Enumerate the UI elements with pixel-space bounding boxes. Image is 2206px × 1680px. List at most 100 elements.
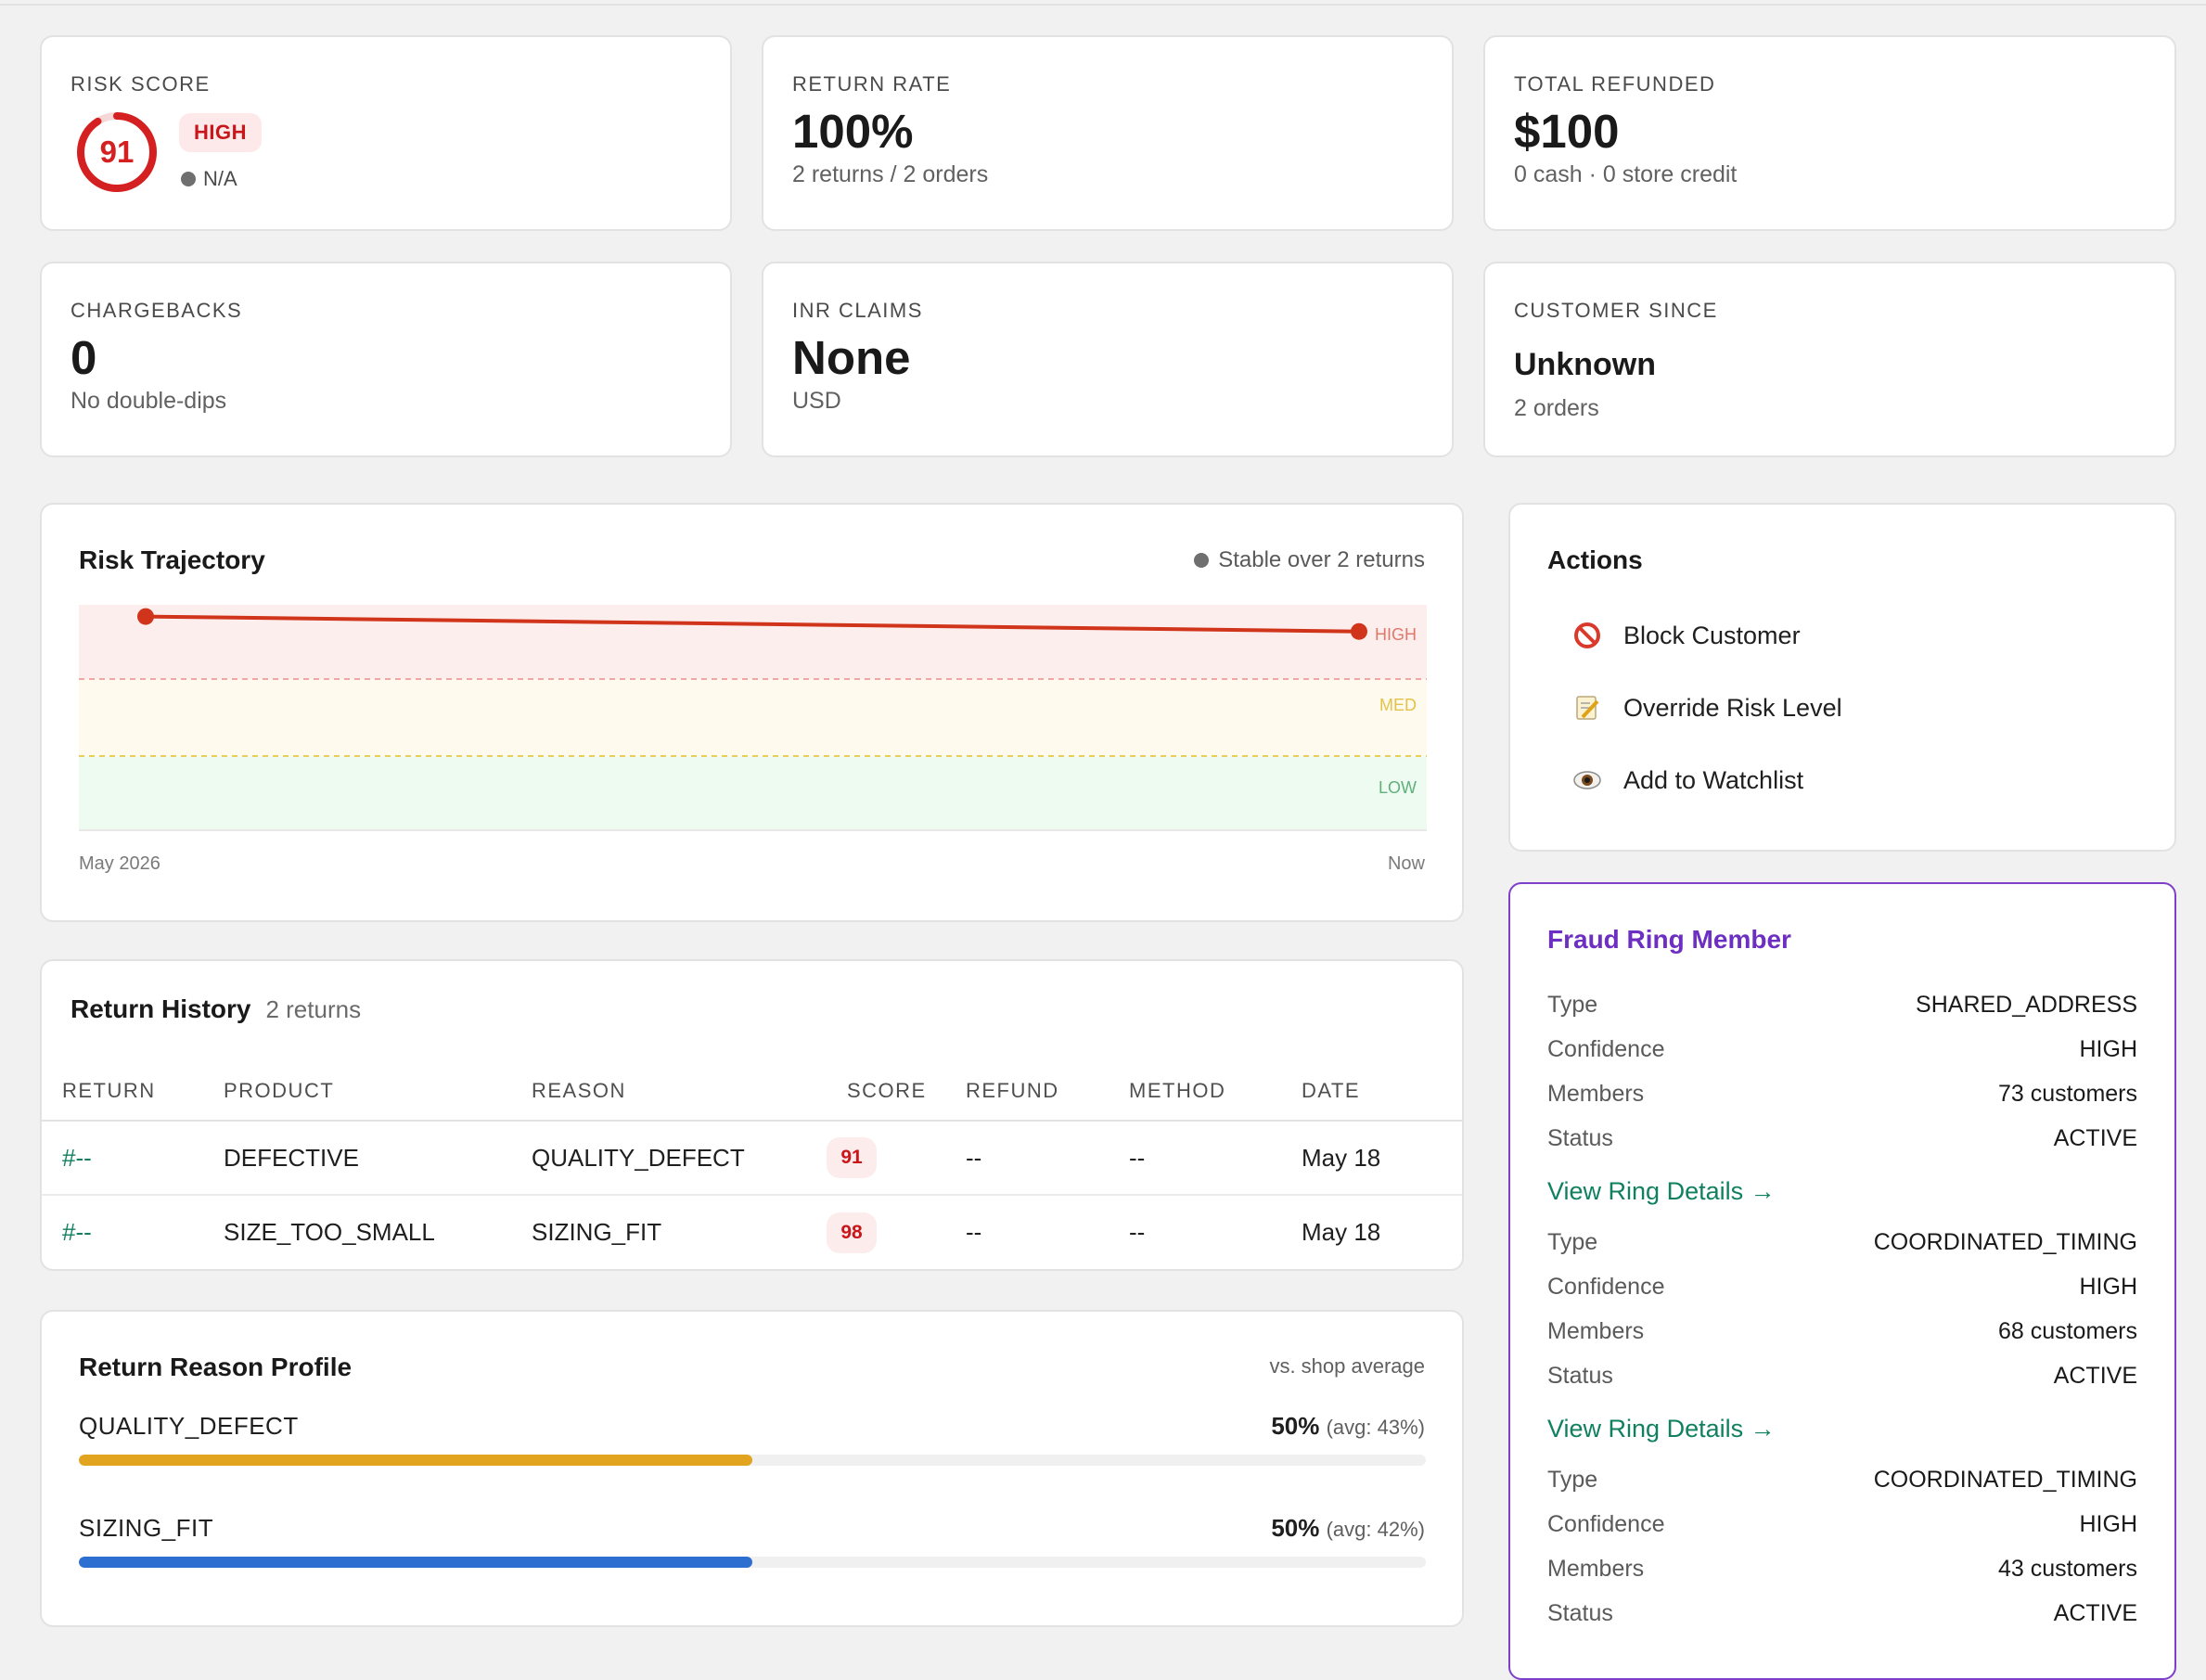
col-score[interactable]: SCORE — [827, 1061, 945, 1122]
risk-trend-label: N/A — [203, 167, 237, 190]
ring-confidence-row: Confidence HIGH — [1547, 1036, 2137, 1063]
actions-card: Actions Block Customer Override Risk Lev… — [1508, 503, 2176, 852]
refund-cell: -- — [966, 1218, 982, 1246]
ring-status-value: ACTIVE — [2053, 1600, 2137, 1626]
ring-type-value: COORDINATED_TIMING — [1873, 1467, 2137, 1493]
product-cell: SIZE_TOO_SMALL — [224, 1218, 435, 1246]
trend-dot-icon — [1194, 553, 1210, 568]
customer-since-value: Unknown — [1514, 347, 1656, 382]
inr-claims-sub: USD — [792, 388, 841, 414]
override-risk-label: Override Risk Level — [1623, 693, 1842, 722]
low-band — [79, 756, 1427, 831]
ring-confidence-key: Confidence — [1547, 1036, 1665, 1062]
return-rate-sub: 2 returns / 2 orders — [792, 161, 989, 187]
total-refunded-label: TOTAL REFUNDED — [1514, 72, 1716, 96]
score-badge: 98 — [827, 1212, 877, 1253]
total-refunded-sub: 0 cash · 0 store credit — [1514, 161, 1738, 187]
ring-status-value: ACTIVE — [2053, 1363, 2137, 1389]
return-id-link[interactable]: #-- — [42, 1121, 203, 1196]
eye-icon — [1571, 764, 1603, 796]
trajectory-note: Stable over 2 returns — [1194, 547, 1425, 573]
reason-average: (avg: 42%) — [1326, 1518, 1425, 1541]
ring-type-key: Type — [1547, 992, 1598, 1018]
x-axis-end-label: Now — [1387, 853, 1425, 874]
ring-members-row: Members 43 customers — [1547, 1556, 2137, 1583]
view-ring-details-link[interactable]: View Ring Details → — [1547, 1415, 1776, 1443]
chargebacks-label: CHARGEBACKS — [71, 299, 243, 322]
return-rate-value: 100% — [792, 105, 914, 158]
ring-status-row: Status ACTIVE — [1547, 1363, 2137, 1390]
ring-confidence-key: Confidence — [1547, 1511, 1665, 1537]
reason-percent-value: 50% — [1271, 1412, 1320, 1440]
table-row[interactable]: #-- DEFECTIVE QUALITY_DEFECT 91 -- -- Ma… — [42, 1121, 1462, 1196]
reason-percent-value: 50% — [1271, 1514, 1320, 1542]
col-method[interactable]: METHOD — [1109, 1061, 1281, 1122]
add-watchlist-label: Add to Watchlist — [1623, 765, 1804, 794]
block-customer-action[interactable]: Block Customer — [1571, 620, 1801, 651]
band-label-med: MED — [1379, 696, 1417, 714]
ring-type-key: Type — [1547, 1229, 1598, 1255]
method-cell: -- — [1109, 1121, 1281, 1196]
table-row[interactable]: #-- SIZE_TOO_SMALL SIZING_FIT 98 -- -- M… — [42, 1195, 1462, 1269]
fraud-ring-card: Fraud Ring Member Type SHARED_ADDRESS Con… — [1508, 882, 2176, 1680]
col-product[interactable]: PRODUCT — [203, 1061, 511, 1122]
col-refund[interactable]: REFUND — [945, 1061, 1109, 1122]
customer-since-card: CUSTOMER SINCE Unknown 2 orders — [1483, 262, 2176, 457]
band-label-high: HIGH — [1375, 625, 1417, 644]
ring-confidence-value: HIGH — [2079, 1274, 2138, 1300]
chargebacks-card: CHARGEBACKS 0 No double-dips — [40, 262, 732, 457]
return-history-table: RETURN PRODUCT REASON SCORE REFUND METHO… — [42, 1061, 1462, 1269]
customer-since-label: CUSTOMER SINCE — [1514, 299, 1718, 322]
ring-confidence-value: HIGH — [2079, 1036, 2138, 1062]
col-reason[interactable]: REASON — [511, 1061, 827, 1122]
ring-confidence-key: Confidence — [1547, 1274, 1665, 1300]
return-id-link[interactable]: #-- — [62, 1218, 92, 1246]
return-history-count: 2 returns — [265, 995, 362, 1023]
reason-profile-note: vs. shop average — [1269, 1354, 1425, 1378]
view-ring-details-link[interactable]: View Ring Details → — [1547, 1177, 1776, 1205]
return-history-card: Return History 2 returns RETURN PRODUCT … — [40, 959, 1464, 1271]
reason-bar-fill — [79, 1455, 752, 1466]
refund-cell: -- — [945, 1121, 1109, 1196]
risk-trajectory-line — [145, 614, 1360, 634]
add-watchlist-action[interactable]: Add to Watchlist — [1571, 764, 1803, 796]
med-band — [79, 679, 1427, 756]
risk-score-label: RISK SCORE — [71, 72, 211, 96]
risk-trajectory-point — [137, 608, 154, 625]
risk-level-badge: HIGH — [179, 113, 262, 152]
ring-type-value: COORDINATED_TIMING — [1873, 1229, 2137, 1255]
fraud-ring-title: Fraud Ring Member — [1547, 925, 1791, 954]
reason-profile-title: Return Reason Profile — [79, 1353, 353, 1381]
actions-title: Actions — [1547, 545, 1643, 574]
ring-members-value: 73 customers — [1997, 1081, 2137, 1107]
col-return[interactable]: RETURN — [42, 1061, 203, 1122]
ring-confidence-value: HIGH — [2079, 1511, 2138, 1537]
inr-claims-card: INR CLAIMS None USD — [762, 262, 1454, 457]
inr-claims-label: INR CLAIMS — [792, 299, 923, 322]
date-cell: May 18 — [1281, 1121, 1462, 1196]
x-axis-start-label: May 2026 — [79, 853, 160, 874]
ring-confidence-row: Confidence HIGH — [1547, 1511, 2137, 1538]
block-customer-label: Block Customer — [1623, 621, 1801, 649]
risk-trajectory-card: Risk Trajectory Stable over 2 returns HI… — [40, 503, 1464, 922]
score-cell: 98 — [827, 1195, 945, 1269]
chargebacks-value: 0 — [71, 331, 97, 384]
reason-percent: 50% (avg: 43%) — [1271, 1412, 1425, 1441]
reason-cell: QUALITY_DEFECT — [511, 1121, 827, 1196]
col-date[interactable]: DATE — [1281, 1061, 1462, 1122]
ring-members-row: Members 73 customers — [1547, 1081, 2137, 1108]
trajectory-note-text: Stable over 2 returns — [1218, 547, 1425, 572]
override-risk-action[interactable]: Override Risk Level — [1571, 692, 1842, 724]
customer-since-sub: 2 orders — [1514, 395, 1599, 421]
ring-members-value: 43 customers — [1997, 1556, 2137, 1582]
reason-average: (avg: 43%) — [1326, 1416, 1425, 1439]
ring-status-row: Status ACTIVE — [1547, 1600, 2137, 1627]
inr-claims-value: None — [792, 331, 911, 384]
product-cell: DEFECTIVE — [203, 1121, 511, 1196]
ring-status-key: Status — [1547, 1363, 1613, 1389]
ring-confidence-row: Confidence HIGH — [1547, 1274, 2137, 1301]
high-band — [79, 605, 1427, 679]
risk-score-card: RISK SCORE 91 HIGH N/A — [40, 35, 732, 231]
risk-trajectory-chart: HIGH MED LOW — [79, 605, 1427, 831]
reason-cell: SIZING_FIT — [532, 1218, 662, 1246]
